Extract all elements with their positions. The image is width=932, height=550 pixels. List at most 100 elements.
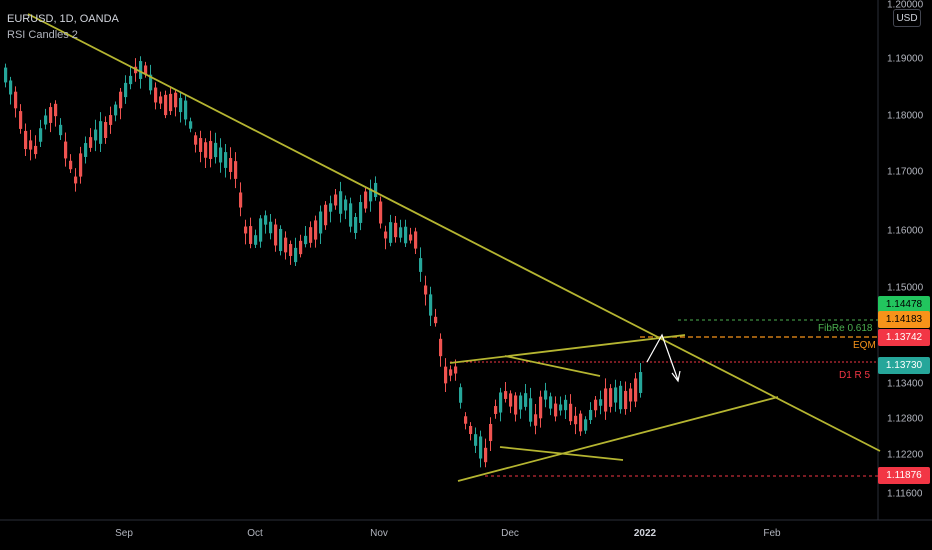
- level-label: D1 R 5: [839, 370, 871, 381]
- trendlines[interactable]: [27, 13, 881, 482]
- candle-body: [89, 137, 93, 148]
- price-axis-tick: 1.16000: [887, 225, 924, 237]
- candle-body: [379, 201, 383, 224]
- candle-body: [554, 403, 558, 417]
- price-axis-tick: 1.15000: [887, 282, 924, 294]
- candle-body: [119, 91, 123, 109]
- candle-body: [64, 141, 68, 159]
- candle-body: [39, 128, 43, 142]
- candle-body: [494, 406, 498, 414]
- candle-body: [464, 416, 468, 424]
- candle-body: [264, 215, 268, 225]
- candle-body: [244, 226, 248, 234]
- candle-body: [584, 419, 588, 431]
- candle-body: [9, 80, 13, 95]
- candle-body: [189, 121, 193, 129]
- candle-body: [339, 191, 343, 214]
- candle-body: [94, 129, 98, 141]
- candle-body: [109, 115, 113, 125]
- candle-body: [204, 142, 208, 158]
- candle-body: [139, 61, 143, 79]
- projection-arrow[interactable]: [646, 333, 681, 383]
- candle-body: [344, 199, 348, 211]
- candle-body: [459, 387, 463, 403]
- price-tag: 1.11876: [878, 467, 930, 484]
- price-axis-tick: 1.13400: [887, 378, 924, 390]
- candle-body: [319, 211, 323, 234]
- time-axis-tick: Feb: [763, 528, 781, 539]
- candle-body: [589, 409, 593, 421]
- candle-body: [309, 227, 313, 243]
- candle-body: [19, 111, 23, 129]
- candle-body: [599, 399, 603, 406]
- candle-body: [399, 227, 403, 238]
- price-tag: 1.13730: [878, 357, 930, 374]
- currency-button[interactable]: USD: [893, 9, 921, 27]
- candle-body: [384, 231, 388, 239]
- level-label: FibRe 0.618: [818, 323, 873, 334]
- candle-body: [364, 191, 368, 209]
- channel-lower-line: [457, 396, 779, 482]
- candle-body: [474, 434, 478, 446]
- candle-body: [154, 87, 158, 103]
- candle-body: [279, 228, 283, 252]
- candle-body: [249, 226, 253, 244]
- candle-body: [144, 65, 148, 75]
- wedge-top-line: [504, 355, 601, 377]
- candle-body: [549, 396, 553, 409]
- candle-body: [544, 390, 548, 400]
- candle-body: [104, 122, 108, 138]
- candle-body: [324, 204, 328, 226]
- price-axis-tick: 1.18000: [887, 110, 924, 122]
- candle-body: [629, 388, 633, 402]
- time-axis-tick: Dec: [501, 528, 519, 539]
- candle-body: [259, 218, 263, 242]
- candle-body: [129, 75, 133, 85]
- time-axis-tick: 2022: [633, 528, 657, 539]
- symbol-title[interactable]: EURUSD, 1D, OANDA: [7, 13, 119, 25]
- candle-body: [359, 202, 363, 223]
- candle-body: [229, 158, 233, 172]
- candle-body: [329, 203, 333, 212]
- candle-body: [209, 141, 213, 159]
- level-lines: [450, 319, 878, 477]
- indicator-title[interactable]: RSI Candles 2: [7, 29, 78, 41]
- candle-body: [539, 396, 543, 419]
- candle-body: [374, 182, 378, 198]
- candle-body: [124, 82, 128, 98]
- candle-body: [409, 234, 413, 241]
- candle-body: [299, 240, 303, 255]
- candle-body: [424, 285, 428, 295]
- candle-body: [79, 153, 83, 177]
- price-axis-tick: 1.12200: [887, 449, 924, 461]
- candle-body: [369, 188, 373, 202]
- candle-body: [194, 135, 198, 145]
- candle-body: [404, 226, 408, 244]
- candle-body: [504, 391, 508, 399]
- candle-body: [469, 425, 473, 435]
- candle-body: [334, 194, 338, 206]
- price-axis-tick: 1.20000: [887, 0, 924, 11]
- price-axis-tick: 1.11600: [887, 488, 923, 500]
- price-tag: 1.13742: [878, 329, 930, 346]
- candle-body: [619, 385, 623, 410]
- candle-body: [354, 216, 358, 234]
- candle-body: [179, 97, 183, 113]
- candle-body: [524, 393, 528, 407]
- candle-body: [49, 107, 53, 123]
- candle-body: [184, 100, 188, 120]
- candle-body: [14, 91, 18, 109]
- time-axis-tick: Nov: [370, 528, 388, 539]
- candle-body: [609, 388, 613, 407]
- candle-body: [59, 124, 63, 136]
- candle-body: [639, 372, 643, 393]
- candle-body: [44, 115, 48, 125]
- main-downtrend-line: [27, 13, 881, 452]
- candle-body: [149, 74, 153, 91]
- candle-body: [614, 387, 618, 403]
- candle-body: [444, 366, 448, 384]
- candle-body: [54, 103, 58, 117]
- candle-body: [559, 404, 563, 411]
- candle-body: [414, 231, 418, 249]
